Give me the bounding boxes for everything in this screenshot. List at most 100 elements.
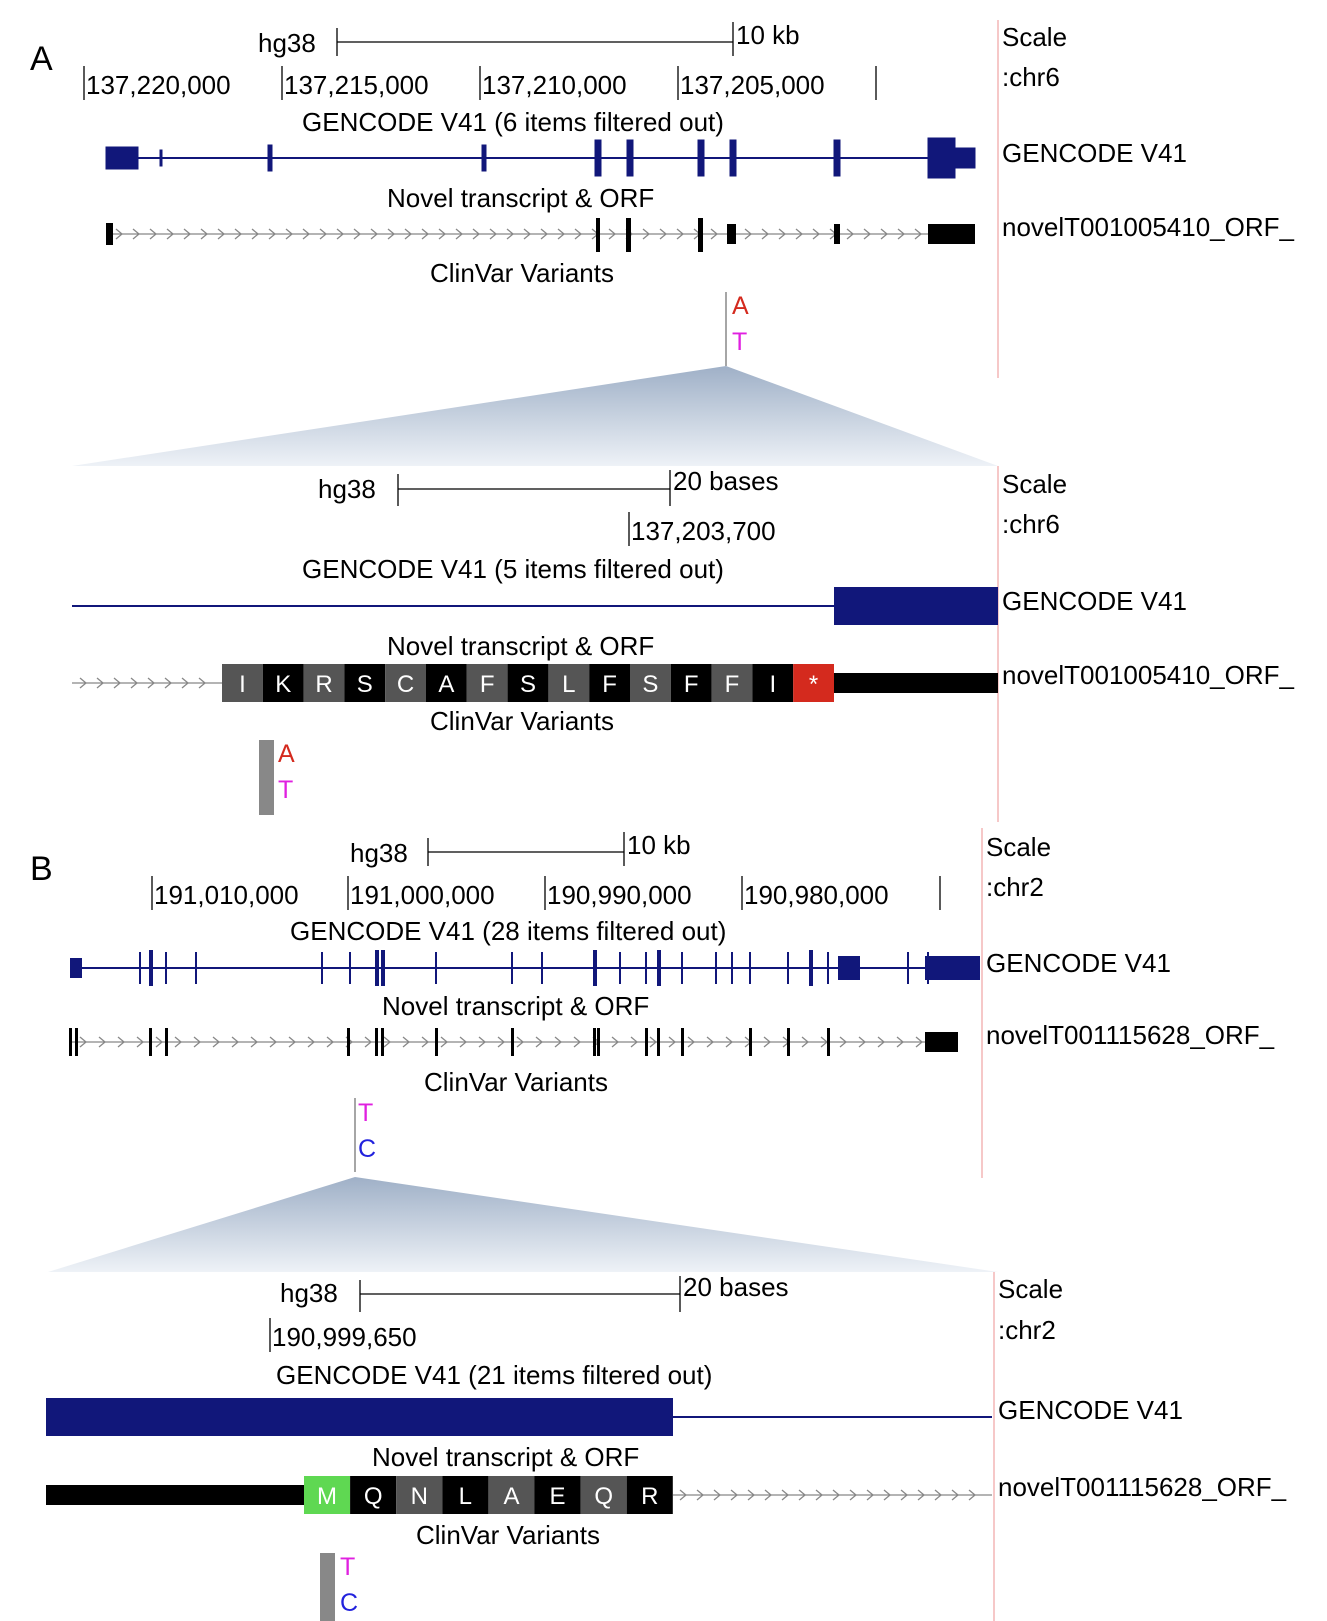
amino-acid-cell	[580, 1476, 627, 1514]
intron-arrow	[79, 677, 88, 689]
intron-arrow	[285, 228, 294, 240]
scale-side-label: Scale	[998, 1274, 1063, 1304]
amino-acid-cell	[752, 664, 794, 702]
amino-acid-letter: S	[520, 671, 536, 698]
exon-block	[787, 952, 789, 984]
amino-acid-letter: M	[317, 1483, 337, 1510]
intron-arrow	[896, 1036, 905, 1048]
amino-acid-letter: C	[397, 671, 414, 698]
exon-block	[715, 952, 717, 984]
amino-acid-cell	[626, 1476, 673, 1514]
exon-block	[657, 950, 661, 986]
alt-allele: T	[278, 776, 293, 804]
intron-arrow	[554, 1036, 563, 1048]
exon-block	[541, 952, 543, 984]
intron-arrow	[687, 1036, 696, 1048]
intron-arrow	[535, 1036, 544, 1048]
exon-block	[907, 952, 909, 984]
intron-arrow	[611, 1036, 620, 1048]
chrom-side-label: :chr6	[1002, 509, 1060, 539]
exon-block	[165, 952, 167, 984]
assembly-label: hg38	[258, 28, 316, 58]
intron-arrow	[98, 1036, 107, 1048]
intron-arrow	[630, 1036, 639, 1048]
exon-block	[375, 950, 379, 986]
intron-arrow	[900, 1489, 909, 1501]
intron-arrow	[764, 1489, 773, 1501]
exon-block	[749, 952, 751, 984]
ref-allele: A	[732, 292, 749, 320]
intron-arrow	[863, 228, 872, 240]
coordinate-label: 190,999,650	[272, 1322, 417, 1352]
coordinate-ruler: 137,220,000 137,215,000 137,210,000 137,…	[83, 66, 877, 100]
intron-arrow	[839, 1036, 848, 1048]
intron-arrow	[155, 1036, 164, 1048]
intron-arrow	[706, 1036, 715, 1048]
intron-arrow	[438, 228, 447, 240]
intron-arrow	[149, 228, 158, 240]
panel-b-label: B	[30, 850, 53, 888]
orf-exon-block	[645, 1028, 648, 1056]
intron-arrow	[917, 1489, 926, 1501]
scale-bar: hg38 20 bases	[318, 466, 779, 506]
intron-arrow	[540, 228, 549, 240]
amino-acid-cell	[589, 664, 630, 702]
amino-acid-letter: I	[769, 671, 776, 698]
intron-arrow	[574, 228, 583, 240]
intron-arrow	[288, 1036, 297, 1048]
amino-acid-letter: L	[562, 671, 575, 698]
intron-arrow	[193, 1036, 202, 1048]
chrom-side-label: :chr2	[986, 872, 1044, 902]
amino-acid-letter: A	[503, 1483, 519, 1510]
orf-exon-block	[165, 1028, 168, 1056]
intron-arrow	[523, 228, 532, 240]
amino-acid-letter: F	[725, 671, 740, 698]
intron-arrow	[113, 677, 122, 689]
intron-arrow	[798, 1489, 807, 1501]
amino-acid-letter: I	[239, 671, 246, 698]
exon-block	[321, 952, 323, 984]
intron-arrow	[147, 677, 156, 689]
amino-acid-cell	[711, 664, 753, 702]
intron-arrow	[744, 228, 753, 240]
intron-arrow	[132, 228, 141, 240]
intron-arrow	[489, 228, 498, 240]
intron-arrow	[557, 228, 566, 240]
clinvar-track-title: ClinVar Variants	[430, 258, 614, 288]
intron-arrow	[231, 1036, 240, 1048]
amino-acid-cell	[793, 664, 834, 702]
intron-arrow	[866, 1489, 875, 1501]
coordinate-label: 190,980,000	[744, 880, 889, 910]
intron-arrow	[649, 1036, 658, 1048]
intron-arrow	[914, 228, 923, 240]
intron-arrow	[336, 228, 345, 240]
clinvar-variant: A T	[725, 292, 749, 366]
scale-bar: hg38 20 bases	[280, 1272, 789, 1312]
amino-acid-letter: *	[809, 671, 818, 698]
intron-arrow	[713, 1489, 722, 1501]
exon-block	[645, 952, 647, 984]
assembly-label: hg38	[280, 1278, 338, 1308]
amino-acid-cell	[534, 1476, 581, 1514]
amino-acid-letter: Q	[364, 1483, 383, 1510]
coordinate-label: 137,215,000	[284, 70, 429, 100]
intron-arrow	[364, 1036, 373, 1048]
novel-track-title: Novel transcript & ORF	[387, 631, 654, 661]
intron-arrow	[130, 677, 139, 689]
intron-arrow	[136, 1036, 145, 1048]
amino-acid-letter: Q	[594, 1483, 613, 1510]
novel-orf-model	[106, 218, 975, 252]
orf-exon-block	[347, 1028, 350, 1056]
gencode-side-label: GENCODE V41	[998, 1395, 1183, 1425]
intron-arrow	[801, 1036, 810, 1048]
intron-arrow	[778, 228, 787, 240]
gencode-gene-model	[46, 1398, 992, 1436]
intron-arrow	[710, 228, 719, 240]
clinvar-track-title: ClinVar Variants	[416, 1520, 600, 1550]
intron-arrow	[915, 1036, 924, 1048]
novel-track-title: Novel transcript & ORF	[387, 183, 654, 213]
amino-acid-letter: N	[411, 1483, 428, 1510]
amino-acid-track: I K R S C A F S L F S F F I *	[222, 664, 834, 702]
intron-arrow	[251, 228, 260, 240]
gencode-track-title: GENCODE V41 (5 items filtered out)	[302, 554, 724, 584]
